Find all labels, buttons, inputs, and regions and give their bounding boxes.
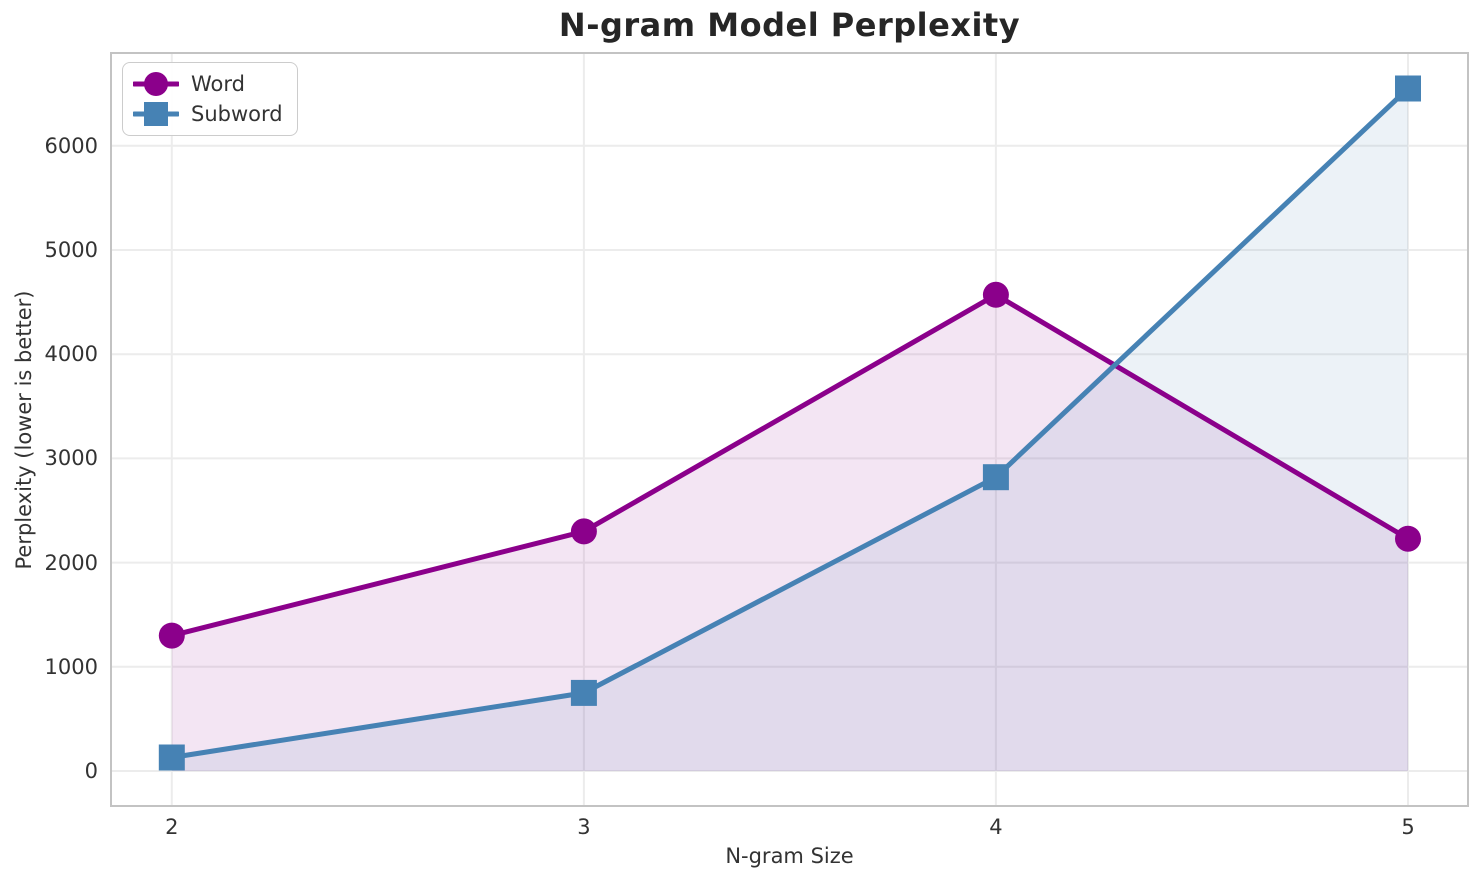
word-area-fill xyxy=(171,294,1408,771)
x-tick-label: 2 xyxy=(165,815,179,839)
legend: Word Subword xyxy=(122,62,298,136)
legend-subword-marker-icon xyxy=(133,102,179,126)
legend-label: Subword xyxy=(191,102,283,126)
y-tick-label: 4000 xyxy=(44,342,98,367)
word-marker xyxy=(158,622,185,649)
y-tick-label: 0 xyxy=(84,759,98,784)
subword-area-fill xyxy=(171,88,1408,771)
y-tick-label: 3000 xyxy=(44,446,98,471)
subword-line xyxy=(169,86,1411,760)
word-line xyxy=(169,292,1411,639)
subword-marker xyxy=(982,464,1009,491)
subword-marker xyxy=(570,679,597,706)
plot-area xyxy=(110,52,1469,807)
x-tick-label: 4 xyxy=(989,815,1003,839)
legend-item: Subword xyxy=(133,100,283,128)
chart-canvas xyxy=(110,52,1469,807)
chart-title: N-gram Model Perplexity xyxy=(558,6,1021,44)
word-marker xyxy=(570,518,597,545)
legend-label: Word xyxy=(191,72,245,96)
subword-marker xyxy=(1395,75,1421,102)
y-tick-label: 1000 xyxy=(44,654,98,679)
x-tick-label: 5 xyxy=(1401,815,1415,839)
x-axis-label: N-gram Size xyxy=(725,844,854,868)
x-tick-label: 3 xyxy=(577,815,591,839)
y-tick-label: 6000 xyxy=(44,133,98,158)
axes-frame xyxy=(110,52,1469,807)
y-tick-label: 5000 xyxy=(44,237,98,262)
word-marker xyxy=(1395,525,1421,552)
word-marker xyxy=(982,281,1009,308)
legend-item: Word xyxy=(133,70,283,98)
subword-marker xyxy=(158,744,185,771)
legend-word-marker-icon xyxy=(133,72,179,96)
y-tick-label: 2000 xyxy=(44,550,98,575)
y-axis-label: Perplexity (lower is better) xyxy=(12,290,36,570)
